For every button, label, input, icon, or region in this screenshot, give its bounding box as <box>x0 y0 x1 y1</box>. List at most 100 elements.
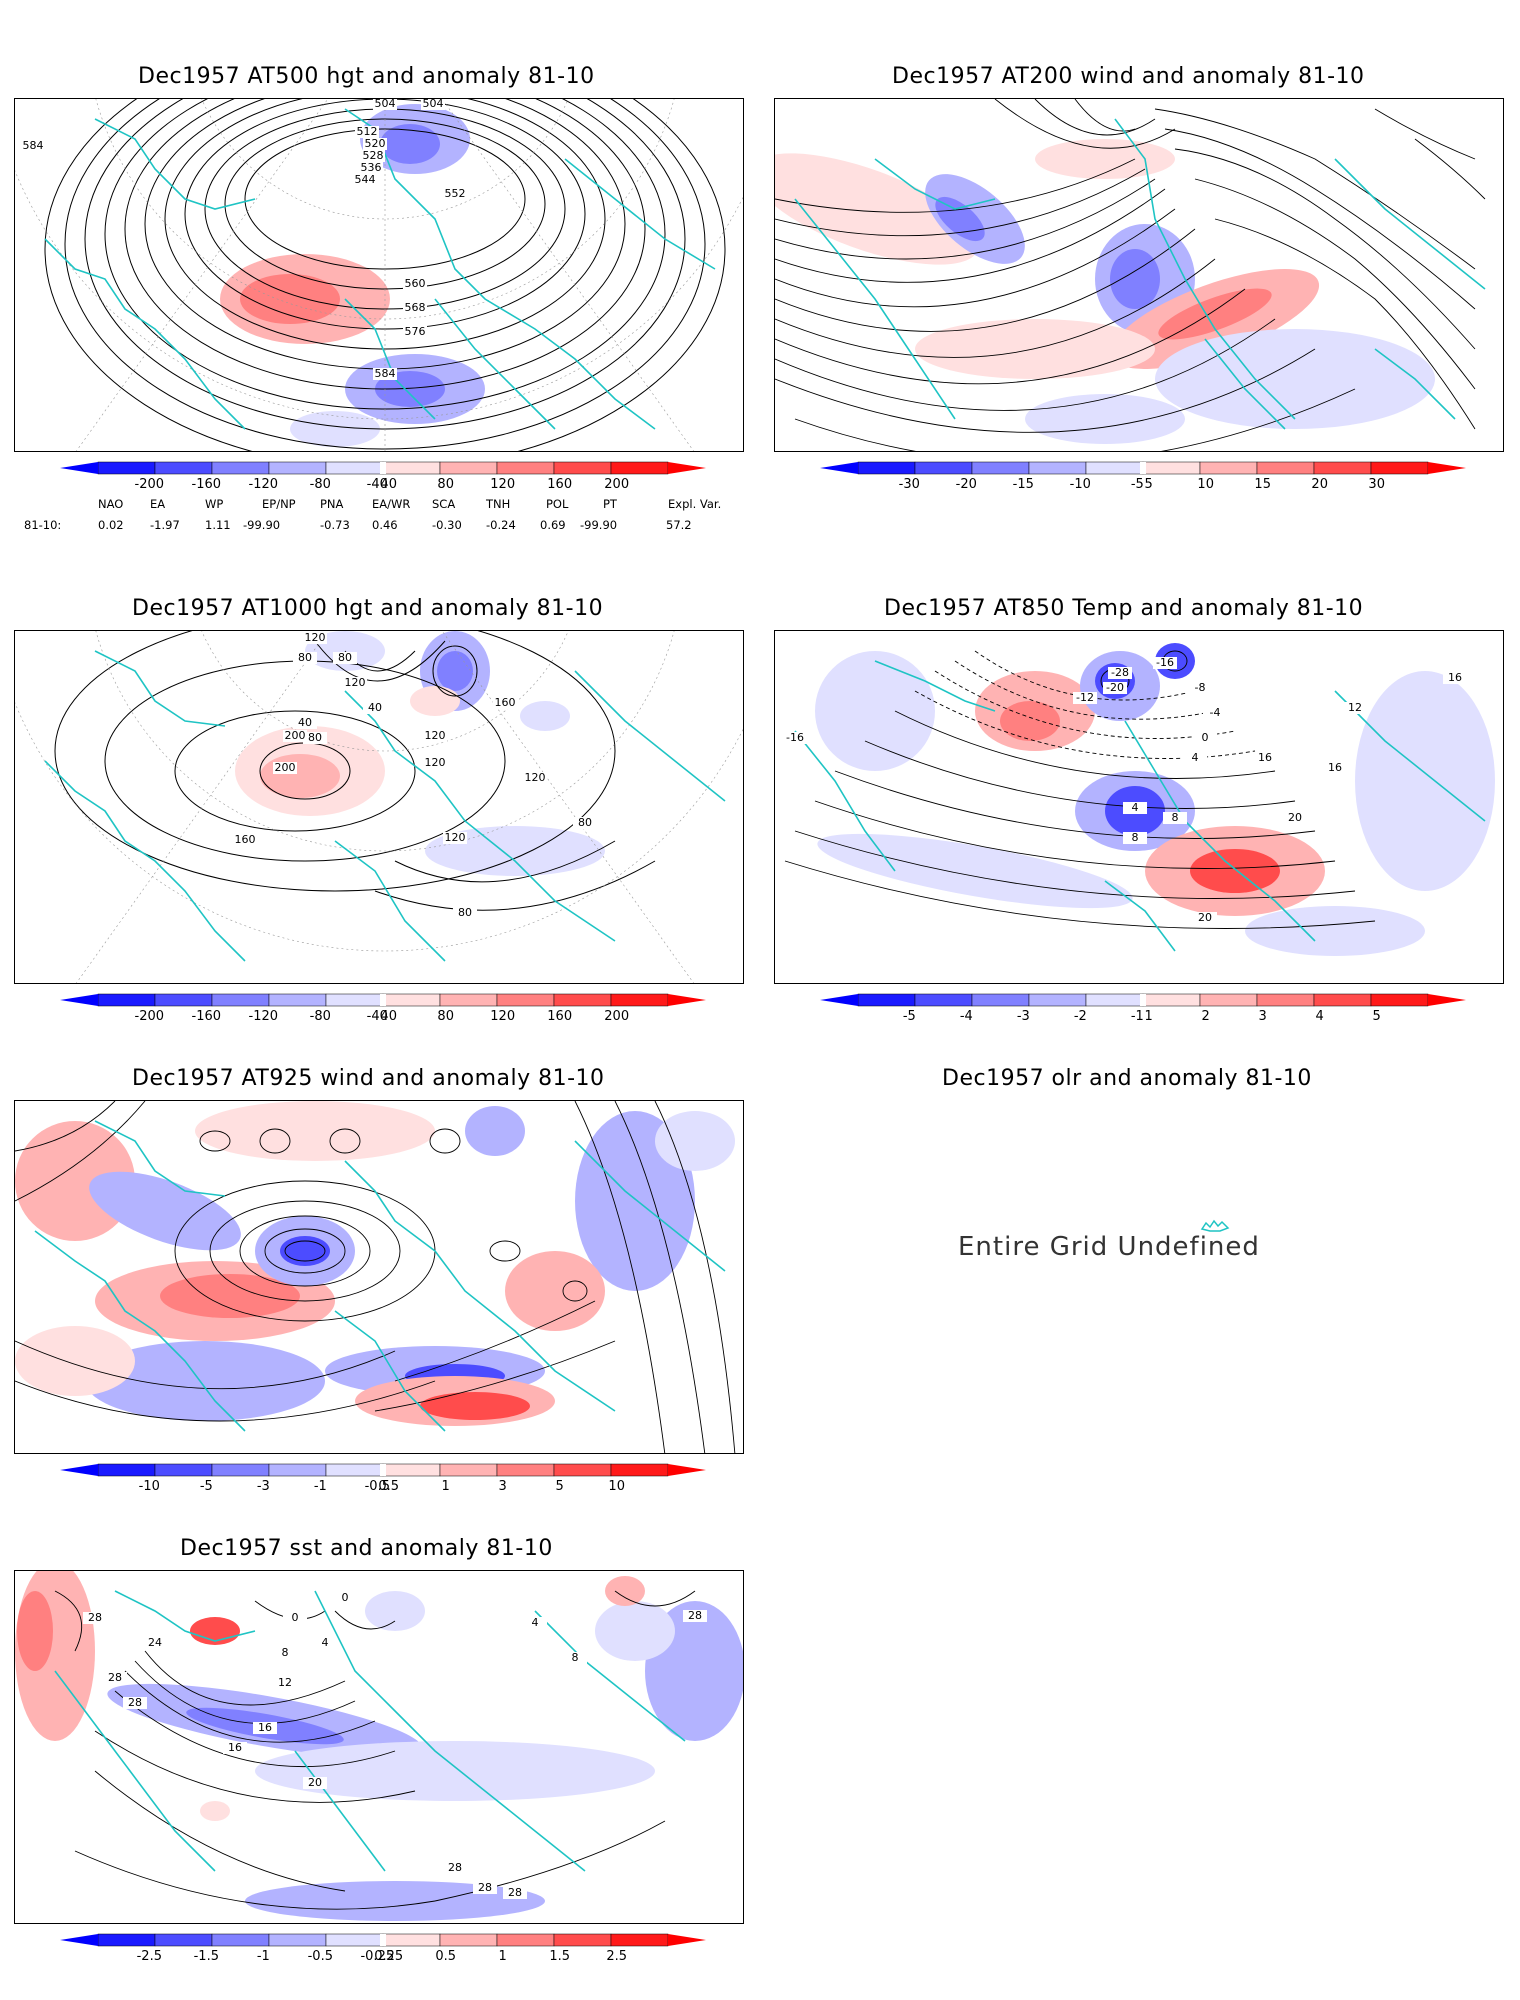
contour-label: 512 <box>357 125 378 138</box>
colorbar-swatch <box>1256 993 1315 1007</box>
colorbar-swatch <box>325 461 384 475</box>
contour-label: 4 <box>532 1616 539 1629</box>
colorbar-tick-label: -20 <box>956 477 977 492</box>
contour-label: 120 <box>425 729 446 742</box>
graticule <box>15 631 743 983</box>
contour-label-bg <box>293 717 317 729</box>
colorbar-max-arrow <box>668 1464 706 1476</box>
streamlines <box>15 1101 736 1453</box>
colorbar-swatch <box>439 1933 498 1947</box>
contour-label: 16 <box>1448 671 1462 684</box>
contour-label-bg <box>313 1637 337 1649</box>
map-at1000: 120 80 80 120 40 40 80 200 200 120 120 160 120 80 160 1… <box>14 630 744 984</box>
contour-label-bg <box>253 1722 277 1734</box>
olr-logo-icon <box>1200 1218 1230 1232</box>
contour-label: 200 <box>275 761 296 774</box>
colorbar-tick-label: -3 <box>257 1479 270 1494</box>
colorbar-swatch <box>211 1933 270 1947</box>
colorbar-tick-label: 40 <box>380 1009 397 1024</box>
contour-label-bg <box>1188 682 1212 694</box>
contour-label: 504 <box>423 99 444 110</box>
map-at850: -16 -28 -16 -20 -12 -8 -4 0 4 8 12 16 16 16 20 20 4 8 <box>774 630 1504 984</box>
colorbar-swatch <box>496 461 555 475</box>
colorbar-swatch <box>268 1933 327 1947</box>
contour-label: 80 <box>308 731 322 744</box>
contour-label-bg <box>303 632 327 644</box>
colorbar-tick-label: -80 <box>310 1009 331 1024</box>
colorbar-tick-label: 40 <box>380 477 397 492</box>
index-row-label: 81-10: <box>24 518 62 532</box>
colorbar-tick-label: 1.5 <box>549 1949 570 1964</box>
colorbar-tick-label: -1 <box>1131 1009 1144 1024</box>
colorbar-swatch <box>97 1933 156 1947</box>
index-header: EA/WR <box>372 497 411 511</box>
contour-label: 28 <box>508 1886 522 1899</box>
anomaly-shading <box>775 139 1435 444</box>
colorbar-min-arrow <box>60 994 98 1006</box>
colorbar-tick-label: -2.5 <box>137 1949 162 1964</box>
contour-label-bg <box>1153 657 1177 669</box>
contour-label-bg <box>683 1610 707 1622</box>
map-sst-plot: 28 28 28 24 0 0 4 8 12 16 16 20 28 28 28 28 4 8 <box>15 1571 743 1921</box>
contour-label: 528 <box>363 149 384 162</box>
contour-label: 120 <box>425 756 446 769</box>
colorbar-swatch <box>857 993 916 1007</box>
graticule <box>15 99 743 451</box>
colorbar-tick-label: 4 <box>1316 1009 1324 1024</box>
colorbar-tick-label: 1 <box>499 1949 507 1964</box>
panel-title-at925: Dec1957 AT925 wind and anomaly 81-10 <box>132 1066 605 1091</box>
contour-label: -4 <box>1210 706 1221 719</box>
contour-label-bg <box>223 1742 247 1754</box>
colorbar-tick-label: 1 <box>442 1479 450 1494</box>
panel-title-at200: Dec1957 AT200 wind and anomaly 81-10 <box>892 64 1365 89</box>
contour-label: 40 <box>368 701 382 714</box>
index-value: 0.46 <box>372 518 398 532</box>
contour-label: 560 <box>405 277 426 290</box>
contour-label-bg <box>233 834 257 846</box>
contour-label-bg <box>363 138 387 150</box>
contour-label: 160 <box>495 696 516 709</box>
contour-label-bg <box>283 730 307 742</box>
contour-label: -16 <box>786 731 804 744</box>
colorbar-tick-label: -10 <box>1070 477 1091 492</box>
colorbar-swatch <box>553 993 612 1007</box>
colorbar-swatch <box>97 461 156 475</box>
colorbar-tick-label: 5 <box>556 1479 564 1494</box>
colorbar-swatch <box>857 461 916 475</box>
colorbar-max-arrow <box>668 462 706 474</box>
contour-label-bg <box>1193 732 1217 744</box>
contour-label: 40 <box>298 716 312 729</box>
colorbar-at850-svg: -5 -4 -3 -2 -1 1 2 3 4 5 <box>820 993 1466 1024</box>
contour-label-bg <box>563 1652 587 1664</box>
contour-label-bg <box>453 907 477 919</box>
contour-label-bg <box>1203 707 1227 719</box>
contour-label-bg <box>373 99 397 110</box>
colorbar-swatch <box>610 1933 669 1947</box>
colorbar-tick-label: 160 <box>547 477 572 492</box>
coastlines <box>54 1590 686 1872</box>
contour-label: 120 <box>445 831 466 844</box>
index-value: 0.02 <box>98 518 124 532</box>
contour-label-bg <box>523 772 547 784</box>
colorbar-tick-label: -120 <box>249 1009 279 1024</box>
colorbar-tick-label: -0.25 <box>360 1949 394 1964</box>
contour-label: -8 <box>1195 681 1206 694</box>
contour-label-bg <box>1443 672 1467 684</box>
colorbar-tick-label: -1 <box>257 1949 270 1964</box>
colorbar-tick-label: -160 <box>192 477 222 492</box>
anomaly-shading <box>220 104 485 447</box>
panel-title-at500: Dec1957 AT500 hgt and anomaly 81-10 <box>138 64 595 89</box>
colorbar-swatch <box>325 1463 384 1477</box>
contour-label: 24 <box>148 1636 162 1649</box>
colorbar-tick-label: 3 <box>1259 1009 1267 1024</box>
contour-label: -20 <box>1106 681 1124 694</box>
panel-title-at850: Dec1957 AT850 Temp and anomaly 81-10 <box>884 596 1364 621</box>
colorbar-max-arrow <box>1428 994 1466 1006</box>
colorbar-swatch <box>610 993 669 1007</box>
colorbar-swatch <box>211 1463 270 1477</box>
contour-label-bg <box>343 677 367 689</box>
colorbar-tick-label: -5 <box>200 1479 213 1494</box>
